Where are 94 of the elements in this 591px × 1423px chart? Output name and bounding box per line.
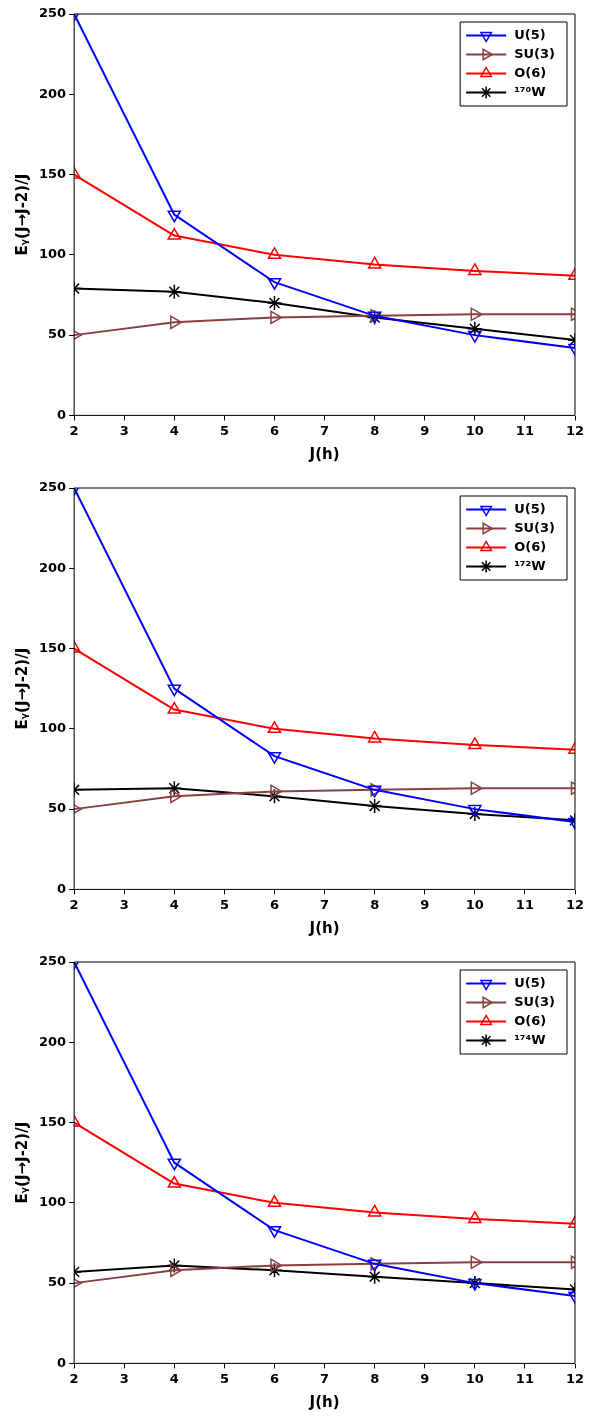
x-tick-label: 12 — [565, 422, 585, 438]
point — [367, 730, 382, 743]
y-tick-label: 200 — [39, 559, 67, 575]
point — [468, 330, 482, 343]
point — [266, 788, 283, 805]
x-tick-label: 8 — [370, 422, 380, 438]
y-tick-label: 50 — [48, 1274, 67, 1290]
x-tick-label: 9 — [420, 1370, 430, 1386]
x-tick-label: 11 — [515, 422, 534, 438]
y-tick-label: 150 — [39, 165, 67, 181]
y-axis-title: Eᵧ(J→J-2)/J — [12, 647, 31, 730]
x-tick-label: 5 — [219, 422, 229, 438]
legend-label: O(6) — [514, 538, 547, 554]
y-tick-label: 50 — [48, 326, 67, 342]
y-tick-label: 0 — [57, 1354, 67, 1370]
x-tick-label: 8 — [370, 1370, 380, 1386]
x-axis-title: J(h) — [308, 1392, 340, 1411]
x-tick-label: 9 — [420, 422, 430, 438]
point — [270, 784, 283, 799]
point — [267, 721, 282, 734]
point — [270, 310, 283, 325]
point — [266, 1262, 283, 1279]
x-tick-label: 10 — [465, 1370, 484, 1386]
point — [270, 1258, 283, 1273]
y-tick-label: 100 — [39, 1194, 67, 1210]
x-tick-label: 4 — [169, 422, 179, 438]
legend-label: ¹⁷²W — [514, 557, 546, 573]
y-tick-label: 250 — [39, 5, 67, 21]
x-tick-label: 3 — [119, 896, 129, 912]
y-tick-label: 0 — [57, 406, 67, 422]
x-tick-label: 10 — [465, 896, 484, 912]
y-tick-label: 250 — [39, 479, 67, 495]
point — [468, 804, 482, 817]
x-tick-label: 12 — [565, 896, 585, 912]
x-tick-label: 2 — [69, 896, 79, 912]
x-tick-label: 2 — [69, 422, 79, 438]
point — [366, 798, 383, 814]
x-tick-label: 4 — [169, 896, 179, 912]
legend-label: U(5) — [514, 500, 546, 516]
x-tick-label: 7 — [320, 422, 330, 438]
y-tick-label: 250 — [39, 953, 67, 969]
x-tick-label: 11 — [515, 1370, 534, 1386]
legend-label: O(6) — [514, 1012, 547, 1028]
legend-label: ¹⁷⁴W — [514, 1031, 546, 1047]
x-axis-title: J(h) — [308, 444, 340, 463]
y-tick-label: 100 — [39, 246, 67, 262]
point — [267, 277, 282, 290]
x-tick-label: 3 — [119, 422, 129, 438]
y-tick-label: 50 — [48, 800, 67, 816]
y-tick-label: 100 — [39, 720, 67, 736]
y-tick-label: 150 — [39, 639, 67, 655]
x-tick-label: 7 — [320, 896, 330, 912]
x-tick-label: 5 — [219, 1370, 229, 1386]
x-tick-label: 6 — [269, 422, 280, 438]
point — [468, 263, 482, 276]
x-tick-label: 6 — [269, 896, 280, 912]
x-axis-title: J(h) — [308, 918, 340, 937]
y-tick-label: 150 — [39, 1113, 67, 1129]
point — [267, 1195, 282, 1208]
y-axis-title: Eᵧ(J→J-2)/J — [12, 173, 31, 256]
legend-label: SU(3) — [514, 45, 556, 61]
point — [170, 789, 183, 804]
legend-label: ¹⁷⁰W — [514, 83, 546, 99]
y-tick-label: 200 — [39, 85, 67, 101]
legend-label: SU(3) — [514, 519, 556, 535]
x-tick-label: 8 — [370, 896, 380, 912]
point — [467, 320, 483, 337]
x-tick-label: 11 — [515, 896, 534, 912]
point — [267, 247, 282, 260]
point — [468, 1211, 482, 1224]
point — [366, 1268, 383, 1285]
point — [170, 1263, 183, 1278]
legend-label: U(5) — [514, 26, 546, 42]
x-tick-label: 10 — [465, 422, 484, 438]
point — [267, 1225, 282, 1238]
x-tick-label: 5 — [219, 896, 229, 912]
legend-label: SU(3) — [514, 993, 556, 1009]
y-tick-label: 200 — [39, 1033, 67, 1049]
point — [467, 806, 483, 822]
x-tick-label: 6 — [269, 1370, 280, 1386]
x-tick-label: 2 — [69, 1370, 79, 1386]
legend-label: U(5) — [514, 974, 546, 990]
y-axis-title: Eᵧ(J→J-2)/J — [12, 1121, 31, 1204]
x-tick-label: 7 — [320, 1370, 330, 1386]
legend-label: O(6) — [514, 64, 547, 80]
x-tick-label: 9 — [420, 896, 430, 912]
x-tick-label: 12 — [565, 1370, 585, 1386]
x-tick-label: 3 — [119, 1370, 129, 1386]
point — [267, 751, 282, 764]
x-tick-label: 4 — [169, 1370, 179, 1386]
y-tick-label: 0 — [57, 880, 67, 896]
point — [468, 737, 482, 750]
point — [170, 315, 183, 330]
point — [266, 295, 283, 311]
